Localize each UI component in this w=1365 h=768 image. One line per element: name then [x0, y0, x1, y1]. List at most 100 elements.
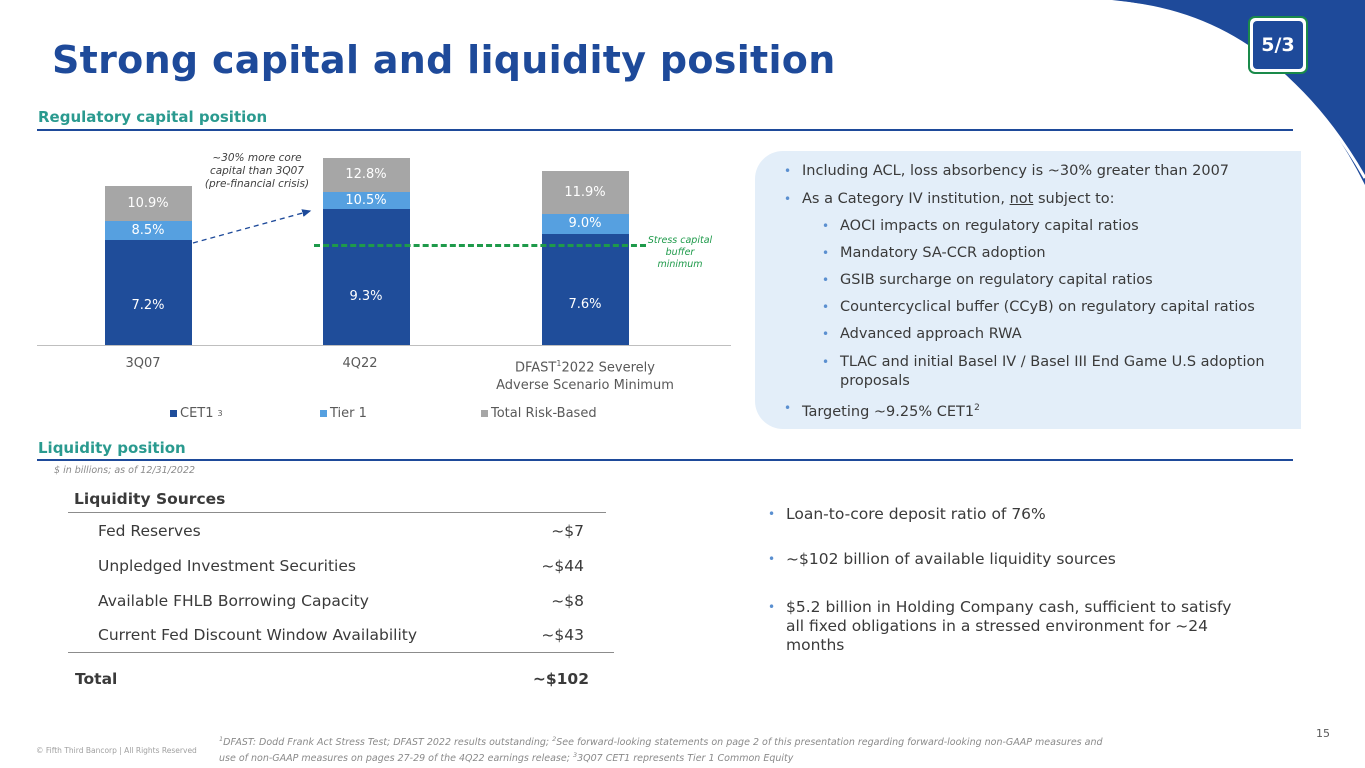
table-row: Unpledged Investment Securities ~$44 [98, 557, 584, 575]
tick-label-4q22: 4Q22 [342, 356, 378, 371]
legend-swatch-cet1 [170, 410, 177, 417]
footnote-line2a: use of non-GAAP measures on pages 27-29 … [219, 753, 573, 765]
capital-sub-bullet-2-text: Mandatory SA-CCR adoption [840, 245, 1046, 261]
bar-segment: 7.2% [104, 239, 192, 345]
capital-sub-bullet-2: • Mandatory SA-CCR adoption [822, 245, 1046, 261]
tick-dfast-line2: Adverse Scenario Minimum [496, 378, 674, 394]
bar-value-label: 11.9% [564, 184, 606, 200]
footnote-line2b: 3Q07 CET1 represents Tier 1 Common Equit… [577, 753, 794, 765]
bar-segment: 9.3% [322, 209, 410, 345]
table-row-value: ~$8 [551, 592, 584, 610]
annotation-stress-buffer: Stress capital buffer minimum [647, 235, 713, 270]
page-title: Strong capital and liquidity position [52, 38, 836, 82]
footnote-sup-3: 3 [572, 751, 578, 760]
bar-segment: 9.0% [541, 213, 629, 235]
liquidity-bullet-2: • ~$102 billion of available liquidity so… [768, 550, 1116, 568]
tick-dfast-prefix: DFAST [514, 360, 557, 376]
capital-sub-bullet-5: • Advanced approach RWA [822, 326, 1022, 342]
bar-value-label: 10.5% [345, 192, 387, 208]
capital-sub-bullet-4: • Countercyclical buffer (CCyB) on regula… [822, 299, 1255, 315]
table-row: Current Fed Discount Window Availability… [98, 626, 584, 644]
liquidity-bullet-2-text: ~$102 billion of available liquidity sou… [786, 550, 1116, 568]
liquidity-total-row: Total ~$102 [75, 670, 589, 688]
capital-sub-bullet-3-text: GSIB surcharge on regulatory capital rat… [840, 272, 1153, 288]
logo-text: 5/3 [1261, 34, 1295, 56]
table-row-value: ~$7 [551, 522, 584, 540]
legend-tier1-label: Tier 1 [330, 406, 367, 421]
liquidity-bullet-1: • Loan-to-core deposit ratio of 76% [768, 505, 1046, 523]
capital-sub-bullet-6-line1: TLAC and initial Basel IV / Basel III En… [840, 354, 1265, 370]
legend-cet1: CET1 3 [170, 406, 223, 421]
table-row-value: ~$43 [541, 626, 584, 644]
table-row-label: Current Fed Discount Window Availability [98, 626, 418, 644]
table-row: Available FHLB Borrowing Capacity ~$8 [98, 592, 584, 610]
liquidity-table-title: Liquidity Sources [74, 490, 226, 508]
bar-value-label: 7.6% [568, 296, 602, 312]
bar-value-label: 10.9% [127, 195, 169, 211]
bar-segment: 12.8% [322, 158, 410, 192]
tick-label-3q07: 3Q07 [125, 356, 161, 371]
capital-bullet-1-text: Including ACL, loss absorbency is ~30% g… [802, 163, 1230, 179]
legend-tier1: Tier 1 [320, 406, 367, 421]
footnote-line1a: DFAST: Dodd Frank Act Stress Test; DFAST… [223, 737, 553, 749]
bar-segment: 11.9% [541, 171, 629, 214]
table-row-value: ~$44 [541, 557, 584, 575]
capital-bullet-1: • Including ACL, loss absorbency is ~30% … [784, 163, 1230, 179]
footnote-sup-2: 2 [552, 735, 557, 743]
legend-swatch-tier1 [320, 410, 327, 417]
legend-total: Total Risk-Based [481, 406, 597, 421]
capital-bullet-2: • As a Category IV institution, not subje… [784, 191, 1115, 207]
capital-sub-bullet-4-text: Countercyclical buffer (CCyB) on regulat… [840, 299, 1255, 315]
liquidity-bullet-1-text: Loan-to-core deposit ratio of 76% [786, 505, 1046, 523]
capital-sub-bullet-6: • TLAC and initial Basel IV / Basel III E… [822, 354, 1265, 389]
capital-sub-bullet-1-text: AOCI impacts on regulatory capital ratio… [840, 218, 1139, 234]
liquidity-bullet-3-line2: all fixed obligations in a stressed envi… [786, 617, 1209, 635]
capital-bullet-2-not: not [1009, 191, 1034, 207]
table-row-label: Available FHLB Borrowing Capacity [98, 592, 369, 610]
capital-bullet-3: • Targeting ~9.25% CET12 [784, 401, 980, 420]
capital-sub-bullet-3: • GSIB surcharge on regulatory capital ra… [822, 272, 1153, 288]
legend-cet1-label: CET1 [180, 406, 214, 421]
page-number: 15 [1316, 727, 1330, 740]
capital-bullets-panel: • Including ACL, loss absorbency is ~30% … [755, 151, 1301, 429]
liquidity-units-note: $ in billions; as of 12/31/2022 [54, 465, 196, 476]
bar-segment: 8.5% [104, 220, 192, 240]
capital-bullet-3-sup: 2 [974, 403, 980, 413]
capital-sub-bullet-1: • AOCI impacts on regulatory capital rati… [822, 218, 1139, 234]
footnotes: 1DFAST: Dodd Frank Act Stress Test; DFAS… [219, 733, 1219, 765]
capital-sub-bullet-5-text: Advanced approach RWA [840, 326, 1022, 342]
bar-value-label: 8.5% [131, 222, 165, 238]
liquidity-total-value: ~$102 [532, 670, 589, 688]
legend-swatch-total [481, 410, 488, 417]
tick-dfast-sup: 1 [556, 359, 562, 368]
footnote-sup-1: 1 [219, 735, 224, 743]
capital-bullet-3-text: Targeting ~9.25% CET1 [802, 403, 975, 420]
annotation-arrow [192, 209, 312, 244]
liquidity-bullet-3-line3: months [786, 636, 845, 654]
section-title-liquidity: Liquidity position [38, 439, 186, 457]
legend-cet1-sup: 3 [217, 409, 223, 418]
capital-bullet-2-post: subject to: [1033, 191, 1115, 207]
fifth-third-logo: 5/3 [1248, 16, 1308, 74]
table-row-label: Unpledged Investment Securities [98, 557, 356, 575]
tick-label-dfast: DFAST12022 Severely Adverse Scenario Min… [470, 355, 700, 395]
tick-dfast-rest: 2022 Severely [561, 360, 655, 376]
section-title-regulatory: Regulatory capital position [38, 108, 268, 126]
table-row: Fed Reserves ~$7 [98, 522, 584, 540]
capital-chart: 7.2% 8.5% 10.9% 9.3% 10.5% 12.8% 7.6% 9.0% 11.9%… [0, 0, 740, 430]
bar-segment: 7.6% [541, 234, 629, 345]
bar-value-label: 7.2% [131, 298, 165, 314]
bar-segment: 10.9% [104, 185, 192, 221]
bar-segment: 10.5% [322, 191, 410, 210]
chart-baseline [37, 345, 731, 346]
bar-value-label: 9.0% [568, 216, 602, 232]
liquidity-bullet-3: • $5.2 billion in Holding Company cash, … [768, 598, 1232, 654]
section-rule-regulatory [37, 129, 1293, 131]
liquidity-table-top-rule [68, 512, 606, 513]
legend-total-label: Total Risk-Based [491, 406, 597, 421]
liquidity-total-label: Total [75, 670, 118, 688]
footnote-line1b: See forward-looking statements on page 2… [556, 737, 1103, 749]
bar-value-label: 9.3% [349, 289, 383, 305]
copyright-text: © Fifth Third Bancorp | All Rights Reser… [36, 746, 197, 755]
annotation-more-capital: ~30% more core capital than 3Q07 (pre-fi… [204, 152, 310, 190]
